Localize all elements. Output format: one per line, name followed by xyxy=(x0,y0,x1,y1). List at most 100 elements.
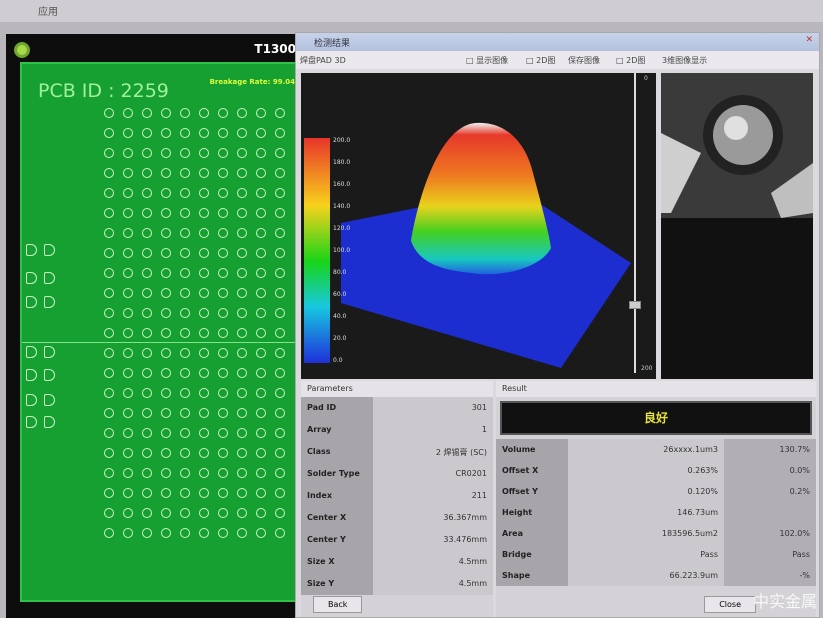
solder-pad[interactable] xyxy=(142,368,152,378)
solder-pad[interactable] xyxy=(104,488,114,498)
solder-pad[interactable] xyxy=(104,208,114,218)
solder-pad[interactable] xyxy=(161,408,171,418)
solder-pad[interactable] xyxy=(199,148,209,158)
solder-pad[interactable] xyxy=(237,528,247,538)
solder-pad[interactable] xyxy=(123,128,133,138)
solder-pad[interactable] xyxy=(256,248,266,258)
solder-pad[interactable] xyxy=(161,468,171,478)
solder-pad[interactable] xyxy=(199,308,209,318)
solder-pad[interactable] xyxy=(142,388,152,398)
height-slider-thumb[interactable] xyxy=(629,300,641,309)
solder-pad[interactable] xyxy=(26,346,37,358)
solder-pad[interactable] xyxy=(218,148,228,158)
solder-pad[interactable] xyxy=(142,108,152,118)
solder-pad[interactable] xyxy=(142,208,152,218)
solder-pad[interactable] xyxy=(142,488,152,498)
solder-pad[interactable] xyxy=(275,468,285,478)
height-slider-track[interactable] xyxy=(634,73,636,373)
solder-pad[interactable] xyxy=(104,188,114,198)
solder-pad[interactable] xyxy=(142,168,152,178)
solder-pad[interactable] xyxy=(161,248,171,258)
solder-pad[interactable] xyxy=(218,368,228,378)
solder-pad[interactable] xyxy=(123,108,133,118)
solder-pad[interactable] xyxy=(256,308,266,318)
solder-pad[interactable] xyxy=(142,228,152,238)
solder-pad[interactable] xyxy=(218,508,228,518)
solder-pad[interactable] xyxy=(256,348,266,358)
solder-pad[interactable] xyxy=(142,348,152,358)
solder-pad[interactable] xyxy=(142,448,152,458)
solder-pad[interactable] xyxy=(256,408,266,418)
toolbar-2d-b[interactable]: □ 2D图 xyxy=(616,56,646,65)
solder-pad[interactable] xyxy=(237,328,247,338)
solder-pad[interactable] xyxy=(142,328,152,338)
solder-pad[interactable] xyxy=(218,168,228,178)
solder-pad[interactable] xyxy=(218,328,228,338)
solder-pad[interactable] xyxy=(104,228,114,238)
3d-view[interactable]: 200.0 180.0 160.0 140.0 120.0 100.0 80.0 60.0 40… xyxy=(301,73,656,379)
solder-pad[interactable] xyxy=(104,168,114,178)
solder-pad[interactable] xyxy=(123,408,133,418)
solder-pad[interactable] xyxy=(123,488,133,498)
menu-item[interactable]: 应用 xyxy=(38,7,58,18)
solder-pad[interactable] xyxy=(161,188,171,198)
solder-pad[interactable] xyxy=(161,328,171,338)
solder-pad[interactable] xyxy=(237,288,247,298)
solder-pad[interactable] xyxy=(199,508,209,518)
solder-pad[interactable] xyxy=(104,508,114,518)
solder-pad[interactable] xyxy=(275,148,285,158)
solder-pad[interactable] xyxy=(123,288,133,298)
solder-pad[interactable] xyxy=(161,448,171,458)
solder-pad[interactable] xyxy=(180,428,190,438)
close-icon[interactable]: ✕ xyxy=(805,35,813,45)
solder-pad[interactable] xyxy=(123,148,133,158)
solder-pad[interactable] xyxy=(199,408,209,418)
solder-pad[interactable] xyxy=(237,388,247,398)
solder-pad[interactable] xyxy=(180,288,190,298)
solder-pad[interactable] xyxy=(142,268,152,278)
solder-pad[interactable] xyxy=(161,308,171,318)
solder-pad[interactable] xyxy=(142,468,152,478)
solder-pad[interactable] xyxy=(161,428,171,438)
solder-pad[interactable] xyxy=(161,228,171,238)
solder-pad[interactable] xyxy=(199,468,209,478)
solder-pad[interactable] xyxy=(161,348,171,358)
solder-pad[interactable] xyxy=(199,188,209,198)
solder-pad[interactable] xyxy=(142,128,152,138)
solder-pad[interactable] xyxy=(218,248,228,258)
solder-pad[interactable] xyxy=(199,528,209,538)
solder-pad[interactable] xyxy=(142,428,152,438)
solder-pad[interactable] xyxy=(256,188,266,198)
solder-pad[interactable] xyxy=(275,188,285,198)
solder-pad[interactable] xyxy=(199,108,209,118)
solder-pad[interactable] xyxy=(256,448,266,458)
solder-pad[interactable] xyxy=(44,369,55,381)
solder-pad[interactable] xyxy=(26,416,37,428)
solder-pad[interactable] xyxy=(123,188,133,198)
solder-pad[interactable] xyxy=(237,408,247,418)
solder-pad[interactable] xyxy=(256,508,266,518)
solder-pad[interactable] xyxy=(237,168,247,178)
solder-pad[interactable] xyxy=(256,288,266,298)
solder-pad[interactable] xyxy=(123,528,133,538)
solder-pad[interactable] xyxy=(161,208,171,218)
solder-pad[interactable] xyxy=(142,508,152,518)
solder-pad[interactable] xyxy=(199,248,209,258)
solder-pad[interactable] xyxy=(180,508,190,518)
solder-pad[interactable] xyxy=(180,348,190,358)
solder-pad[interactable] xyxy=(237,268,247,278)
solder-pad[interactable] xyxy=(199,368,209,378)
solder-pad[interactable] xyxy=(256,488,266,498)
solder-pad[interactable] xyxy=(123,388,133,398)
solder-pad[interactable] xyxy=(161,508,171,518)
solder-pad[interactable] xyxy=(104,108,114,118)
solder-pad[interactable] xyxy=(123,468,133,478)
solder-pad[interactable] xyxy=(161,128,171,138)
solder-pad[interactable] xyxy=(199,428,209,438)
solder-pad[interactable] xyxy=(44,346,55,358)
solder-pad[interactable] xyxy=(180,228,190,238)
toolbar-3d-display[interactable]: 3维图像显示 xyxy=(662,56,708,65)
solder-pad[interactable] xyxy=(104,288,114,298)
solder-pad[interactable] xyxy=(180,248,190,258)
solder-pad[interactable] xyxy=(142,248,152,258)
